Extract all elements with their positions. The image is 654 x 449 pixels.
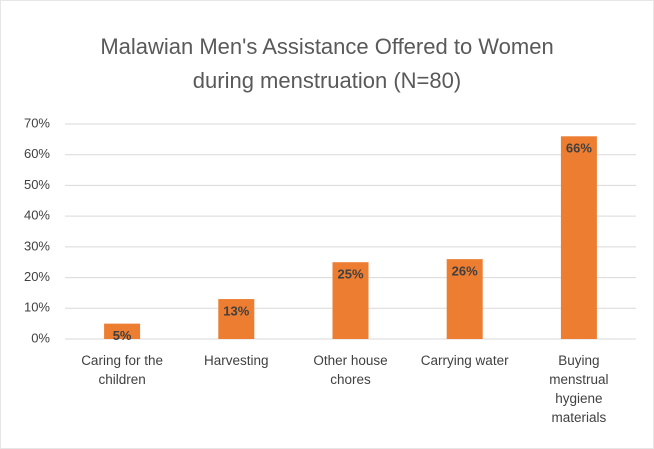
x-tick-label: Harvesting: [204, 353, 269, 368]
bar: [560, 136, 597, 339]
y-tick-label: 10%: [24, 300, 50, 315]
y-tick-label: 0%: [31, 330, 50, 345]
chart-title: Malawian Men's Assistance Offered to Wom…: [100, 34, 554, 93]
x-tick-label: Other house chores: [313, 353, 388, 387]
bar: [104, 323, 141, 339]
y-tick-label: 60%: [24, 146, 50, 161]
x-tick-label: Carrying water: [420, 353, 509, 368]
x-tick-box: Carrying water: [420, 353, 509, 368]
bar: [332, 262, 369, 339]
data-label: 25%: [337, 267, 363, 282]
data-label: 5%: [113, 328, 132, 343]
bar: [446, 259, 483, 339]
y-tick-label: 50%: [24, 177, 50, 192]
y-tick-label: 30%: [24, 238, 50, 253]
y-tick-label: 70%: [24, 115, 50, 130]
data-label: 26%: [452, 264, 478, 279]
x-tick-box: Caring for the children: [81, 353, 163, 387]
x-tick-box: Harvesting: [204, 353, 269, 368]
x-tick-label: Caring for the children: [81, 353, 163, 387]
data-label: 66%: [566, 141, 592, 156]
x-tick-box: Other house chores: [313, 353, 388, 387]
x-tick-label: Buying menstrual hygiene materials: [549, 353, 609, 425]
data-label: 13%: [223, 304, 249, 319]
x-tick-box: Buying menstrual hygiene materials: [549, 353, 609, 425]
bar: [218, 299, 255, 339]
title-box: Malawian Men's Assistance Offered to Wom…: [100, 34, 554, 93]
y-tick-label: 20%: [24, 269, 50, 284]
y-tick-label: 40%: [24, 208, 50, 223]
